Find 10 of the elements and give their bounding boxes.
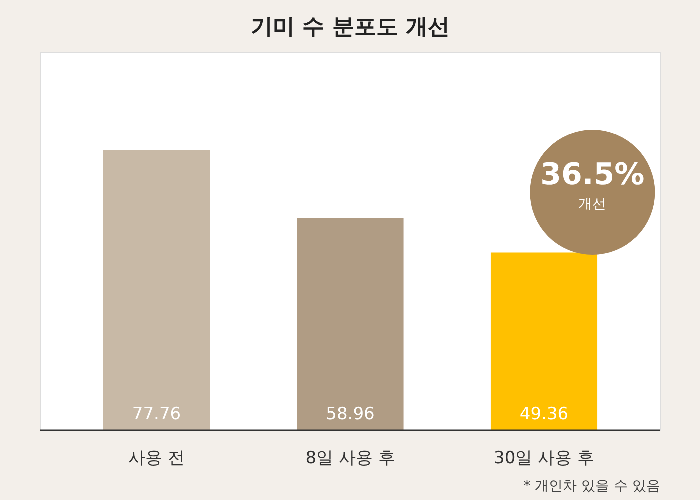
- x-tick-label: 30일 사용 후: [494, 448, 594, 468]
- chart-title: 기미 수 분포도 개선: [251, 15, 450, 40]
- x-tick-label: 사용 전: [128, 448, 185, 468]
- annotation: 개선: [578, 196, 607, 212]
- data-label: 77.76: [132, 404, 182, 424]
- data-label: 58.96: [326, 404, 375, 424]
- text: * 개인차 있을 수 있음: [524, 478, 661, 494]
- data-label: 49.36: [520, 404, 569, 424]
- x-tick-label: 8일 사용 후: [306, 448, 396, 468]
- annotation: 36.5%: [540, 158, 645, 192]
